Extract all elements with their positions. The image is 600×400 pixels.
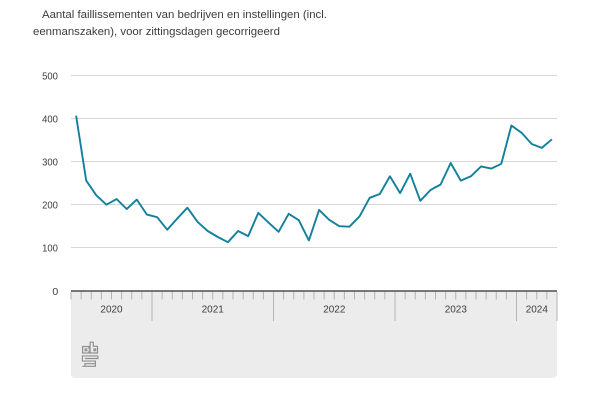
svg-text:2024: 2024 <box>526 304 548 316</box>
svg-text:2023: 2023 <box>445 304 467 316</box>
svg-text:500: 500 <box>42 71 58 83</box>
svg-text:2022: 2022 <box>323 304 345 316</box>
svg-text:0: 0 <box>52 286 58 298</box>
svg-text:2020: 2020 <box>100 304 122 316</box>
svg-text:100: 100 <box>42 243 58 255</box>
svg-text:400: 400 <box>42 114 58 126</box>
svg-text:300: 300 <box>42 157 58 169</box>
svg-text:200: 200 <box>42 200 58 212</box>
svg-text:2021: 2021 <box>202 304 224 316</box>
